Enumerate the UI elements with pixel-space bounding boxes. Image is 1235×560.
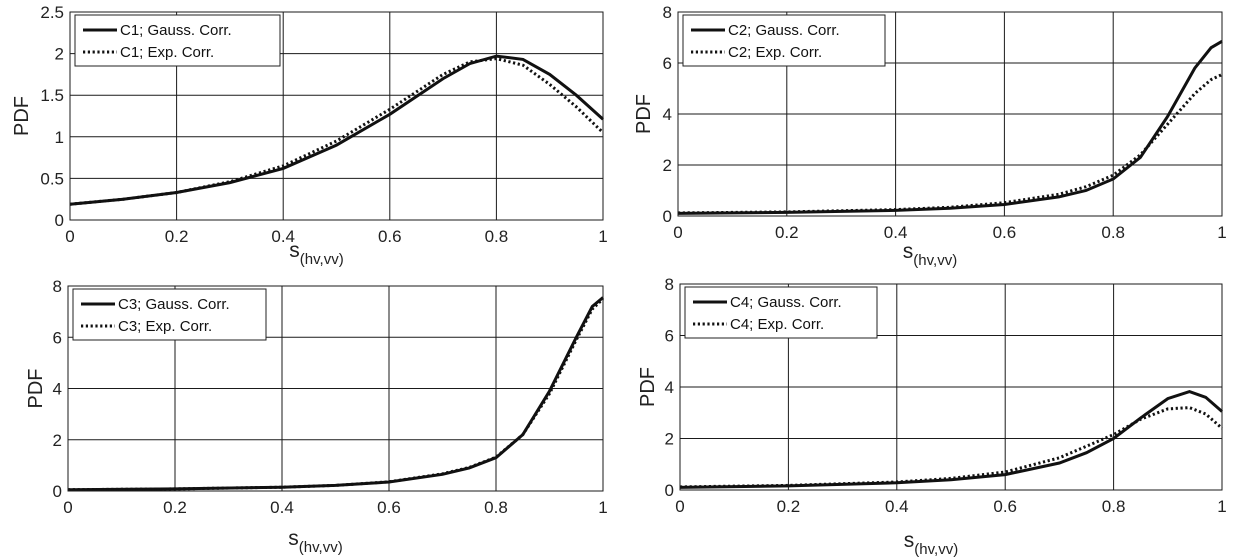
y-axis-label: PDF	[25, 369, 47, 409]
plot-frame	[67, 285, 604, 492]
x-axis-label: s(hv,vv)	[289, 239, 343, 268]
y-tick-label: 2	[53, 431, 62, 450]
plot-frame	[677, 11, 1223, 217]
y-tick-label: 6	[665, 327, 674, 346]
x-tick-label: 1	[598, 227, 607, 246]
y-tick-label: 8	[53, 277, 62, 296]
series-line-exp-corr	[677, 73, 1223, 215]
legend-entry-label: C3; Exp. Corr.	[118, 318, 212, 335]
y-tick-label: 0	[663, 207, 672, 226]
y-axis-label: PDF	[11, 96, 33, 136]
y-tick-label: 2.5	[40, 3, 64, 22]
legend-box	[74, 14, 281, 67]
legend-entry-label: C2; Gauss. Corr.	[728, 22, 840, 39]
x-tick-label: 0.2	[777, 497, 801, 516]
x-tick-label: 0.8	[1101, 223, 1125, 242]
series-line-gauss-corr	[679, 390, 1223, 489]
y-tick-label: 0.5	[40, 169, 64, 188]
y-axis-label: PDF	[637, 367, 659, 407]
x-axis-label: s(hv,vv)	[903, 240, 957, 269]
y-tick-label: 4	[665, 378, 674, 397]
y-tick-label: 2	[665, 430, 674, 449]
panel-c3: 0 0.2 0.4 0.6 0.8 1 0 2 4 6 8 C3; Gauss. Corr. C3; E…	[25, 277, 608, 556]
x-tick-label: 0.6	[378, 227, 402, 246]
x-tick-label: 0.2	[775, 223, 799, 242]
series-line-exp-corr	[679, 406, 1223, 489]
y-tick-label: 8	[665, 275, 674, 294]
plot-frame	[69, 11, 604, 221]
legend-entry-label: C3; Gauss. Corr.	[118, 296, 230, 313]
legend: C3; Gauss. Corr. C3; Exp. Corr.	[72, 288, 267, 341]
x-axis-label: s(hv,vv)	[288, 527, 342, 556]
legend-entry-label: C1; Exp. Corr.	[120, 44, 214, 61]
x-tick-label: 0.2	[163, 498, 187, 517]
series-line-gauss-corr	[677, 40, 1223, 215]
legend-box	[682, 14, 886, 67]
legend-box	[684, 286, 878, 339]
y-tick-label: 0	[53, 482, 62, 501]
legend-entry-label: C4; Gauss. Corr.	[730, 294, 842, 311]
panel-c1: 0 0.2 0.4 0.6 0.8 1 0 0.5 1 1.5 2 2.5 C1; Gauss. Cor…	[11, 3, 608, 268]
x-tick-label: 0.8	[1102, 497, 1126, 516]
series-line-gauss-corr	[69, 54, 605, 206]
x-tick-label: 1	[1217, 497, 1226, 516]
x-tick-label: 0.6	[993, 223, 1017, 242]
legend: C4; Gauss. Corr. C4; Exp. Corr.	[684, 286, 878, 339]
x-tick-label: 0.4	[884, 223, 908, 242]
y-tick-label: 0	[55, 211, 64, 230]
x-tick-label: 0.4	[885, 497, 909, 516]
x-tick-label: 0.8	[484, 498, 508, 517]
x-tick-label: 0.8	[485, 227, 509, 246]
legend: C1; Gauss. Corr. C1; Exp. Corr.	[74, 14, 281, 67]
y-axis-label: PDF	[633, 94, 655, 134]
x-tick-label: 0	[65, 227, 74, 246]
x-tick-label: 0.4	[270, 498, 294, 517]
panel-c2: 0 0.2 0.4 0.6 0.8 1 0 2 4 6 8 C2; Gauss. Corr. C2; E…	[633, 3, 1227, 269]
y-tick-label: 4	[663, 105, 672, 124]
x-tick-label: 0	[673, 223, 682, 242]
x-tick-label: 0.6	[377, 498, 401, 517]
y-tick-label: 1.5	[40, 86, 64, 105]
y-tick-label: 2	[663, 156, 672, 175]
legend: C2; Gauss. Corr. C2; Exp. Corr.	[682, 14, 886, 67]
panel-c4: 0 0.2 0.4 0.6 0.8 1 0 2 4 6 8 C4; Gauss. Corr. C4; E…	[637, 275, 1227, 558]
legend-entry-label: C2; Exp. Corr.	[728, 44, 822, 61]
x-tick-label: 0	[63, 498, 72, 517]
y-tick-label: 6	[663, 54, 672, 73]
x-tick-label: 0.2	[165, 227, 189, 246]
y-tick-label: 2	[55, 45, 64, 64]
x-axis-label: s(hv,vv)	[904, 529, 958, 558]
plot-frame	[679, 283, 1223, 491]
y-tick-label: 1	[55, 128, 64, 147]
y-tick-label: 6	[53, 328, 62, 347]
y-tick-label: 4	[53, 380, 62, 399]
y-tick-label: 8	[663, 3, 672, 22]
series-line-exp-corr	[69, 57, 605, 206]
legend-box	[72, 288, 267, 341]
legend-entry-label: C4; Exp. Corr.	[730, 316, 824, 333]
x-tick-label: 0.6	[993, 497, 1017, 516]
x-tick-label: 1	[1217, 223, 1226, 242]
legend-entry-label: C1; Gauss. Corr.	[120, 22, 232, 39]
x-tick-label: 0.4	[271, 227, 295, 246]
y-tick-label: 0	[665, 481, 674, 500]
x-tick-label: 1	[598, 498, 607, 517]
x-tick-label: 0	[675, 497, 684, 516]
